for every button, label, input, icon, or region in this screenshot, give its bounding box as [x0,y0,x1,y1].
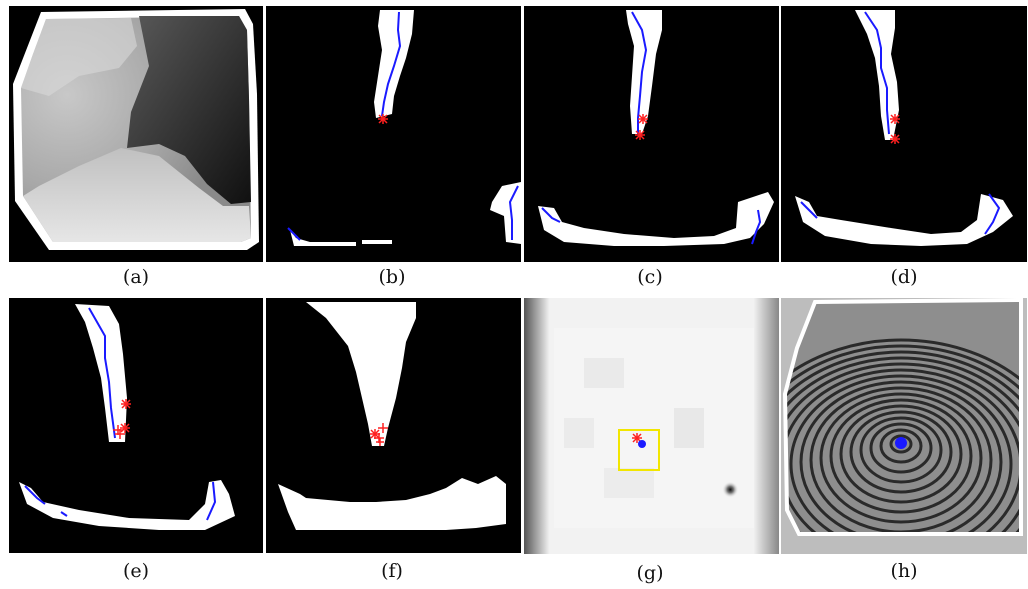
panel-c-binary-map [524,6,779,262]
caption-g: (g) [636,562,664,584]
caption-h: (h) [890,560,918,582]
panel-b-binary-map [266,6,521,262]
panel-f-binary-map [266,298,521,553]
caption-b: (b) [378,266,406,288]
caption-e: (e) [122,560,150,582]
caption-a: (a) [122,266,150,288]
caption-c: (c) [637,266,663,288]
detection-box [618,429,660,471]
core-point [638,440,646,448]
panel-g-response-map [524,298,779,554]
panel-h-fingerprint [781,298,1027,554]
core-point [895,437,907,449]
caption-f: (f) [381,560,403,582]
panel-d-binary-map [781,6,1027,262]
star-marker [378,114,388,124]
panel-e-binary-map [9,298,263,553]
caption-d: (d) [890,266,918,288]
panel-a-orientation-field [9,6,263,262]
